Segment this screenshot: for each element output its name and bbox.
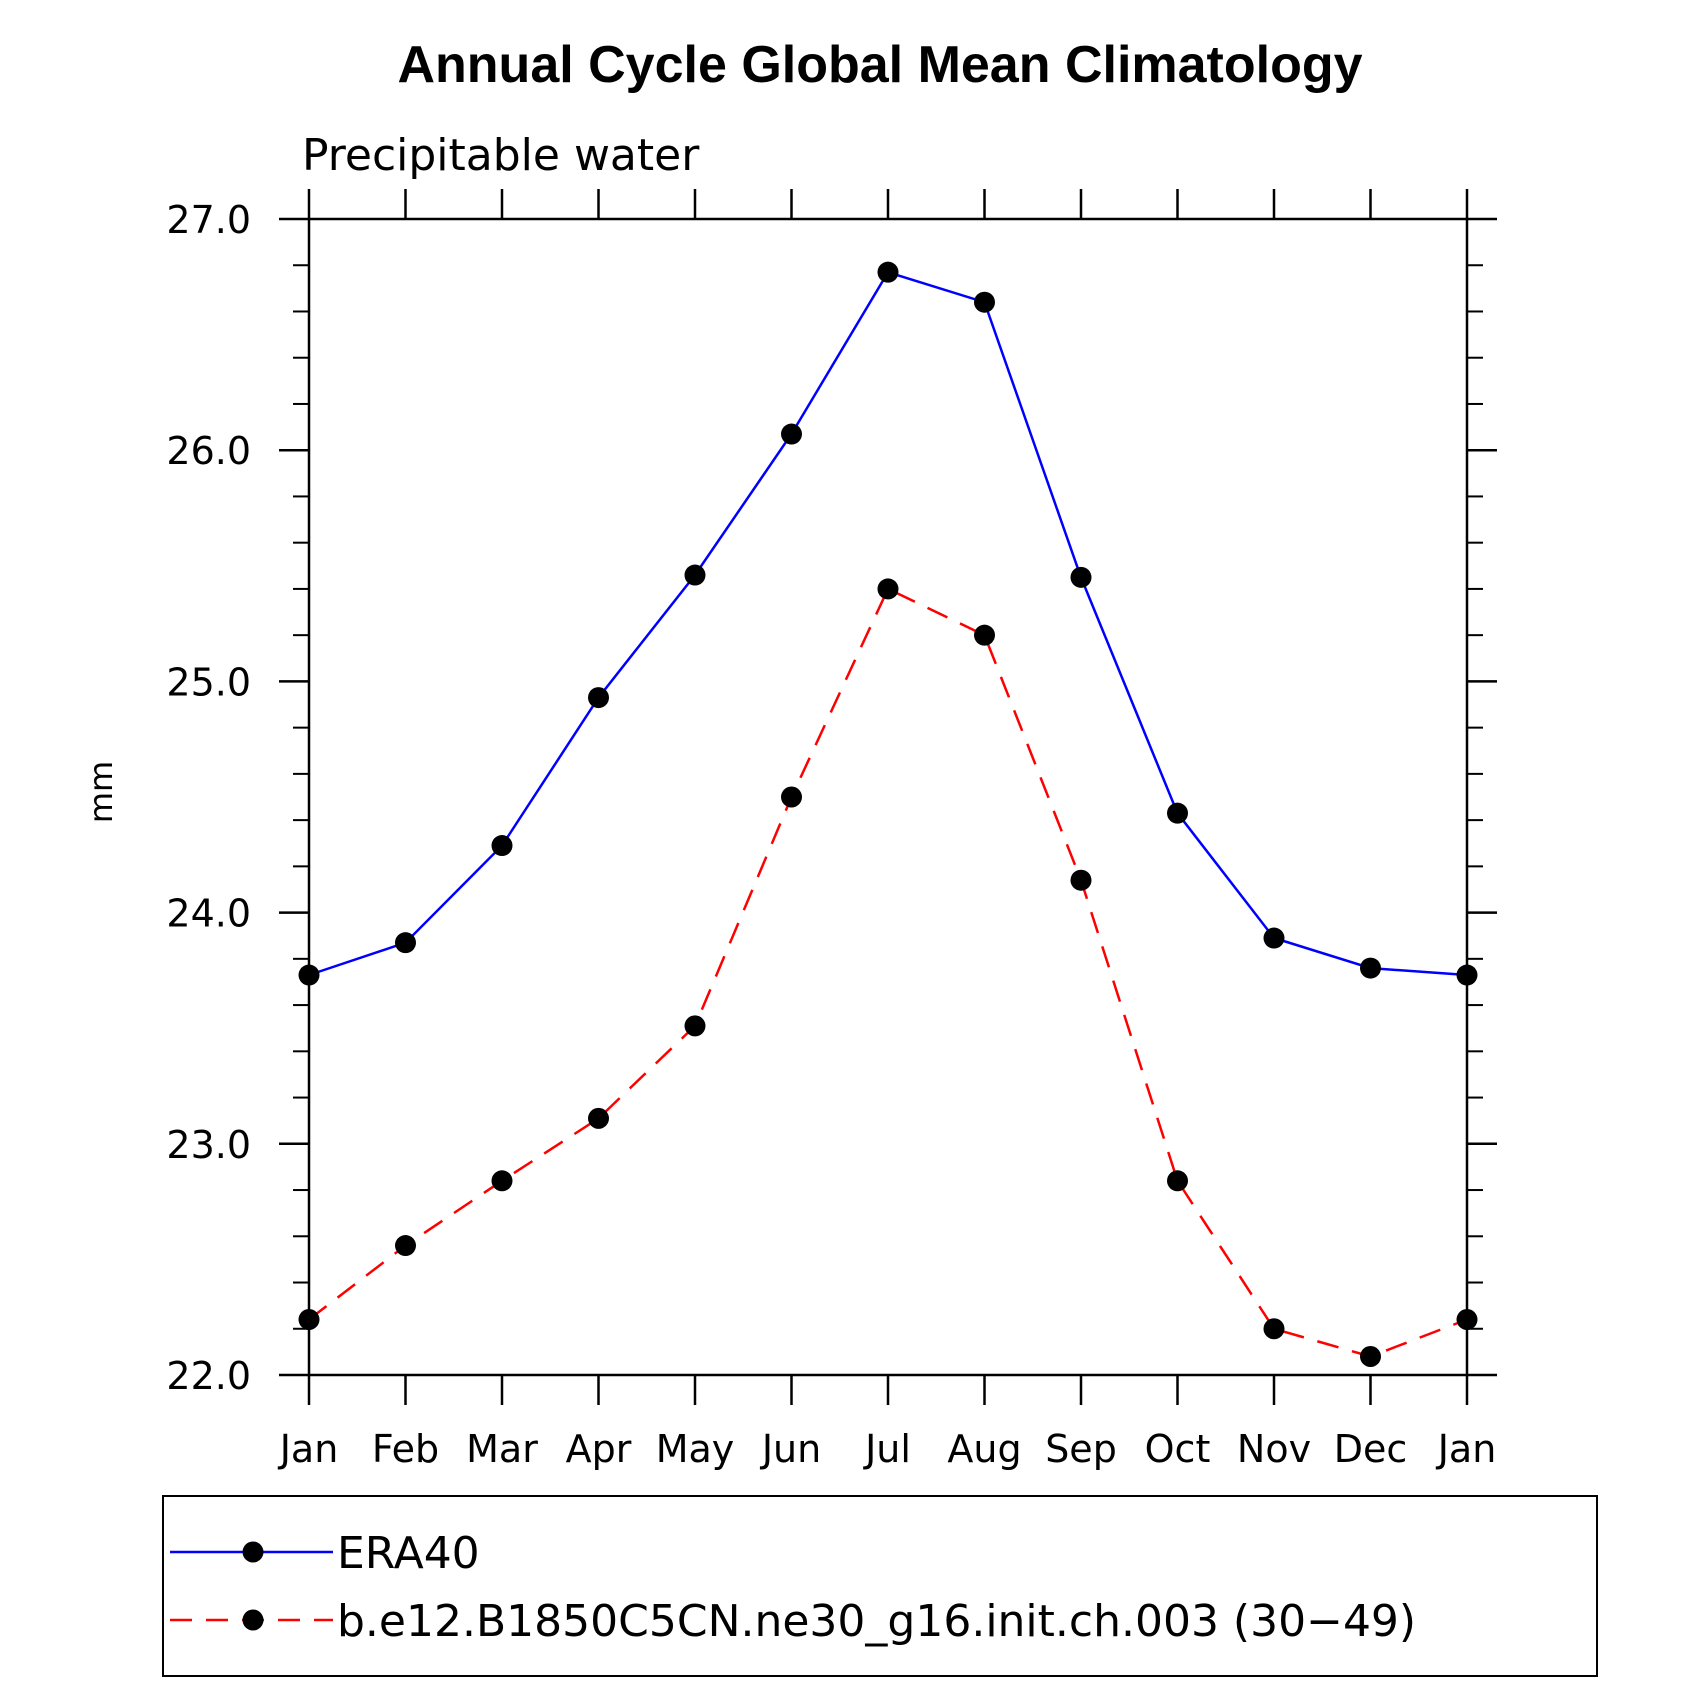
y-tick-label: 26.0	[166, 429, 251, 473]
series-line-0	[308, 270, 1468, 977]
y-tick-label: 22.0	[166, 1354, 251, 1398]
data-point	[1456, 1309, 1478, 1331]
plot-frame	[307, 217, 1469, 1377]
x-tick-label: Aug	[947, 1427, 1021, 1471]
y-tick-label: 23.0	[166, 1123, 251, 1167]
legend-box	[162, 1495, 1598, 1677]
data-point	[684, 564, 706, 586]
x-tick-label: Jan	[278, 1427, 339, 1471]
plot-area: Jan Feb Mar Apr May Jun Jul Aug Sep Oct Nov Dec Jan 2…	[166, 189, 1497, 1471]
x-tick-label: Mar	[466, 1427, 538, 1471]
legend-label-0: ERA40	[337, 1528, 480, 1579]
data-point	[588, 687, 609, 709]
legend-marker	[242, 1609, 264, 1631]
y-tick-label: 25.0	[166, 660, 251, 704]
data-point	[1456, 964, 1478, 986]
data-point	[395, 932, 416, 954]
data-point	[974, 624, 995, 646]
x-tick-label: Oct	[1145, 1427, 1211, 1471]
x-tick-label: Jan	[1436, 1427, 1497, 1471]
data-point	[1167, 1170, 1188, 1192]
x-tick-label: Nov	[1237, 1427, 1311, 1471]
data-point	[877, 578, 899, 600]
chart-title: Annual Cycle Global Mean Climatology	[397, 36, 1362, 94]
data-point	[781, 786, 802, 808]
legend-marker	[242, 1541, 264, 1563]
x-tick-label: May	[656, 1427, 735, 1471]
data-point	[1360, 1346, 1381, 1368]
y-tick-label: 24.0	[166, 892, 251, 936]
x-tick-label: Feb	[372, 1427, 439, 1471]
series-line-1	[308, 587, 1468, 1358]
x-tick-label: Jun	[760, 1427, 821, 1471]
data-point	[684, 1015, 706, 1037]
data-point	[298, 1309, 320, 1331]
x-tick-label: Jul	[863, 1427, 911, 1471]
data-point	[1167, 802, 1188, 824]
data-point	[1070, 869, 1092, 891]
data-point	[1263, 1318, 1285, 1340]
x-tick-label: Dec	[1334, 1427, 1408, 1471]
data-point	[395, 1235, 416, 1257]
data-point	[781, 423, 802, 445]
legend: ERA40 b.e12.B1850C5CN.ne30_g16.init.ch.00…	[162, 1495, 1598, 1677]
data-point	[1070, 566, 1092, 588]
data-point	[298, 964, 320, 986]
data-point	[588, 1107, 609, 1129]
x-tick-label: Sep	[1045, 1427, 1117, 1471]
data-point	[491, 1170, 513, 1192]
y-axis-label: mm	[82, 761, 120, 823]
x-tick-label: Apr	[566, 1427, 632, 1471]
data-point	[491, 835, 513, 857]
data-point	[974, 291, 995, 313]
data-point	[1263, 927, 1285, 949]
y-tick-label: 27.0	[166, 198, 251, 242]
chart-subtitle: Precipitable water	[302, 130, 700, 181]
data-point	[877, 261, 899, 283]
legend-label-1: b.e12.B1850C5CN.ne30_g16.init.ch.003 (30…	[337, 1596, 1416, 1647]
data-point	[1360, 957, 1381, 979]
